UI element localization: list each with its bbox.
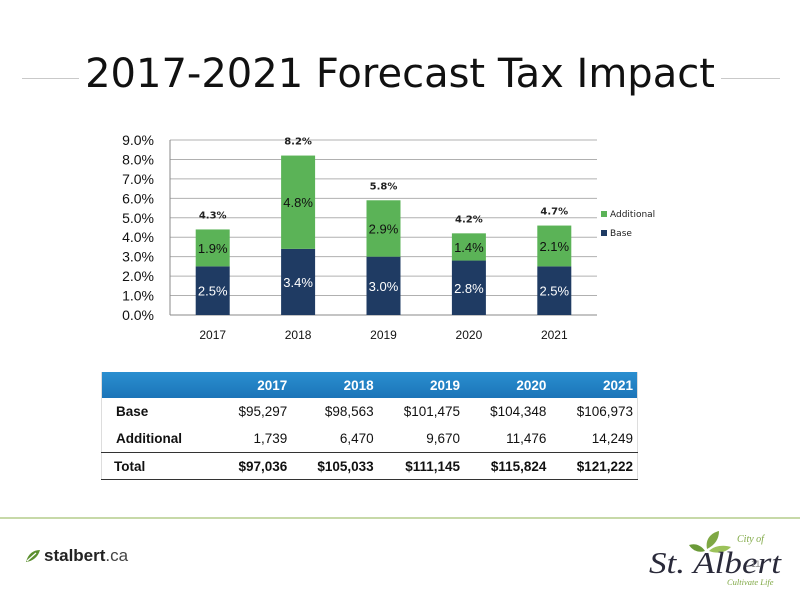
data-label-total: 4.3% (199, 210, 227, 221)
row-label: Total (101, 452, 215, 480)
data-label-additional: 1.4% (454, 240, 484, 255)
y-tick-label: 7.0% (122, 171, 154, 187)
leaf-icon (26, 550, 40, 562)
logo-tagline: Cultivate Life (727, 577, 774, 587)
bar-base (366, 256, 401, 315)
x-tick-label: 2020 (456, 328, 483, 342)
data-label-total: 4.7% (540, 207, 568, 218)
legend-swatch-additional (601, 211, 607, 217)
table-cell: 14,249 (591, 431, 633, 446)
data-label-total: 4.2% (455, 214, 483, 225)
table-header-row: 2017 2018 2019 2020 2021 (101, 372, 638, 398)
data-label-additional: 2.9% (369, 221, 399, 236)
table-cell: $121,222 (550, 452, 638, 480)
leaf-sprout-icon (689, 531, 731, 553)
table-row-total: Total $97,036 $105,033 $111,145 $115,824… (101, 452, 638, 480)
data-label-base: 2.5% (198, 284, 228, 299)
table-cell: $111,145 (377, 452, 465, 480)
data-label-total: 8.2% (284, 137, 312, 148)
data-label-base: 2.5% (539, 284, 569, 299)
y-tick-label: 1.0% (122, 288, 154, 304)
table-cell: $106,973 (576, 404, 633, 419)
logo-name: St. Albert (649, 545, 783, 580)
x-tick-label: 2021 (541, 328, 568, 342)
stacked-bar-chart: 0.0% 1.0% 2.0% 3.0% 4.0% 5.0% 6.0% 7.0% 8.0% 9.0%… (122, 132, 655, 342)
row-label: Additional (116, 431, 182, 446)
x-tick-label: 2017 (199, 328, 226, 342)
data-label-additional: 2.1% (539, 239, 569, 254)
table-header-cell: 2019 (377, 372, 465, 398)
st-albert-logo: City of St. Albert Cultivate Life 11 (649, 531, 783, 587)
site-url[interactable]: stalbert.ca (24, 546, 128, 566)
bar-base (451, 260, 486, 315)
table-header-cell (101, 372, 215, 398)
table-cell: $98,563 (324, 404, 374, 419)
data-label-total: 5.8% (370, 181, 398, 192)
y-tick-label: 2.0% (122, 268, 154, 284)
x-tick-label: 2018 (285, 328, 312, 342)
y-tick-label: 0.0% (122, 307, 154, 323)
y-tick-label: 9.0% (122, 132, 154, 148)
legend-label-additional: Additional (610, 210, 655, 220)
y-tick-label: 5.0% (122, 210, 154, 226)
page-number: 11 (751, 559, 760, 569)
y-tick-label: 4.0% (122, 229, 154, 245)
table-row-base: Base $95,297 $98,563 $101,475 $104,348 $… (102, 398, 638, 425)
bar-additional (195, 229, 230, 267)
y-tick-label: 8.0% (122, 151, 154, 167)
table-cell: 11,476 (506, 431, 547, 446)
table-header-cell: 2018 (291, 372, 378, 398)
table-header-cell: 2021 (550, 372, 638, 398)
footer-rule (0, 517, 800, 519)
tax-impact-table: 2017 2018 2019 2020 2021 Base $95,297 $9… (101, 372, 638, 480)
data-label-base: 3.4% (283, 275, 313, 290)
table-cell: $101,475 (403, 404, 461, 419)
table-cell: $97,036 (214, 452, 292, 480)
bar-additional (281, 155, 316, 249)
data-label-base: 2.8% (454, 281, 484, 296)
bar-base (195, 266, 230, 315)
table-cell: $104,348 (490, 404, 547, 419)
legend-label-base: Base (610, 229, 632, 239)
data-label-additional: 1.9% (198, 241, 228, 256)
site-tld: .ca (105, 546, 129, 565)
y-tick-label: 6.0% (122, 190, 154, 206)
table-header-cell: 2020 (464, 372, 551, 398)
table-cell: 1,739 (253, 431, 288, 446)
slide-title: 2017-2021 Forecast Tax Impact (0, 50, 800, 98)
table-header-cell: 2017 (214, 372, 292, 398)
bar-base (281, 248, 316, 315)
bar-additional (366, 200, 401, 257)
table-cell: 9,670 (426, 431, 461, 446)
y-tick-label: 3.0% (122, 249, 154, 265)
bar-base (537, 266, 572, 315)
site-name: stalbert (44, 546, 106, 565)
table-cell: $95,297 (238, 404, 288, 419)
bar-additional (451, 233, 486, 261)
data-label-additional: 4.8% (283, 195, 313, 210)
bar-additional (537, 225, 572, 267)
row-label: Base (116, 404, 149, 419)
logo-city-of: City of (737, 534, 765, 545)
table-cell: $105,033 (291, 452, 378, 480)
table-cell: $115,824 (464, 452, 551, 480)
table-row-additional: Additional 1,739 6,470 9,670 11,476 14,2… (102, 425, 638, 453)
legend-swatch-base (601, 230, 607, 236)
x-tick-label: 2019 (370, 328, 397, 342)
table-cell: 6,470 (339, 431, 374, 446)
data-label-base: 3.0% (369, 279, 399, 294)
